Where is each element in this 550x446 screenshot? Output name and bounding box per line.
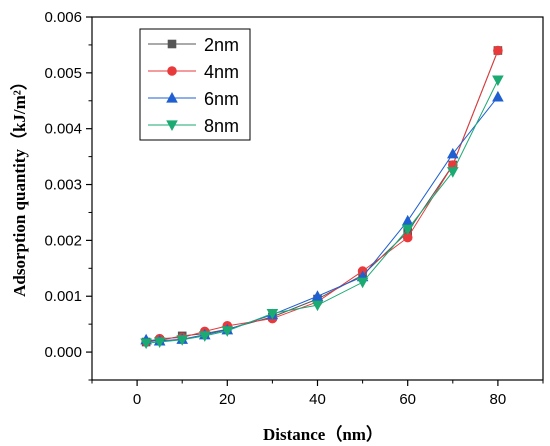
- data-point-8nm: [221, 326, 234, 337]
- legend-box: [139, 28, 251, 141]
- legend-marker: [167, 66, 177, 76]
- data-point-8nm: [140, 338, 152, 350]
- data-point-8nm: [176, 335, 188, 346]
- legend-item-4nm: 4nm: [148, 62, 239, 82]
- legend-item-6nm: 6nm: [148, 89, 239, 109]
- y-tick-label: 0.000: [44, 344, 82, 361]
- y-tick-label: 0.002: [44, 232, 82, 249]
- legend-marker: [166, 92, 178, 103]
- data-point-8nm: [401, 224, 414, 236]
- y-tick-label: 0.003: [44, 177, 82, 194]
- x-tick-label: 80: [490, 391, 507, 408]
- series-layer: [140, 45, 504, 350]
- legend-label: 8nm: [204, 116, 239, 136]
- data-point-4nm: [402, 232, 413, 243]
- y-tick-label: 0.006: [44, 9, 82, 26]
- data-point-6nm: [447, 147, 459, 159]
- y-axis-title: Adsorption quantity（kJ/m²）: [9, 73, 29, 297]
- x-tick-label: 0: [133, 391, 141, 408]
- data-point-6nm: [311, 290, 324, 301]
- legend-label: 4nm: [204, 62, 239, 82]
- data-point-8nm: [311, 300, 324, 312]
- data-point-6nm: [492, 90, 504, 102]
- legend-label: 2nm: [204, 35, 239, 55]
- data-point-8nm: [266, 308, 279, 320]
- legend-label: 6nm: [204, 89, 239, 109]
- data-point-8nm: [492, 75, 504, 87]
- axis-ticks: 0 20 40 60 80 0.000 0.001 0.002 0.003 0.004 0.005 0…: [44, 9, 544, 408]
- legend-marker: [166, 120, 178, 131]
- series-8nm: [140, 75, 504, 350]
- data-point-8nm: [153, 337, 166, 349]
- x-tick-label: 20: [219, 391, 236, 408]
- data-point-8nm: [198, 331, 211, 342]
- y-tick-label: 0.005: [44, 65, 82, 82]
- y-tick-label: 0.001: [44, 288, 82, 305]
- data-point-8nm: [356, 277, 369, 289]
- legend-item-8nm: 8nm: [148, 116, 239, 136]
- legend-marker: [167, 39, 177, 49]
- x-tick-label: 40: [309, 391, 326, 408]
- x-axis-title: Distance（nm）: [263, 424, 383, 444]
- y-tick-label: 0.004: [44, 121, 82, 138]
- data-point-6nm: [401, 214, 414, 226]
- legend-item-2nm: 2nm: [148, 35, 239, 55]
- data-point-8nm: [447, 167, 459, 178]
- legend: 2nm 4nm 6nm 8nm: [139, 28, 251, 141]
- data-point-4nm: [493, 45, 503, 56]
- x-tick-label: 60: [399, 391, 416, 408]
